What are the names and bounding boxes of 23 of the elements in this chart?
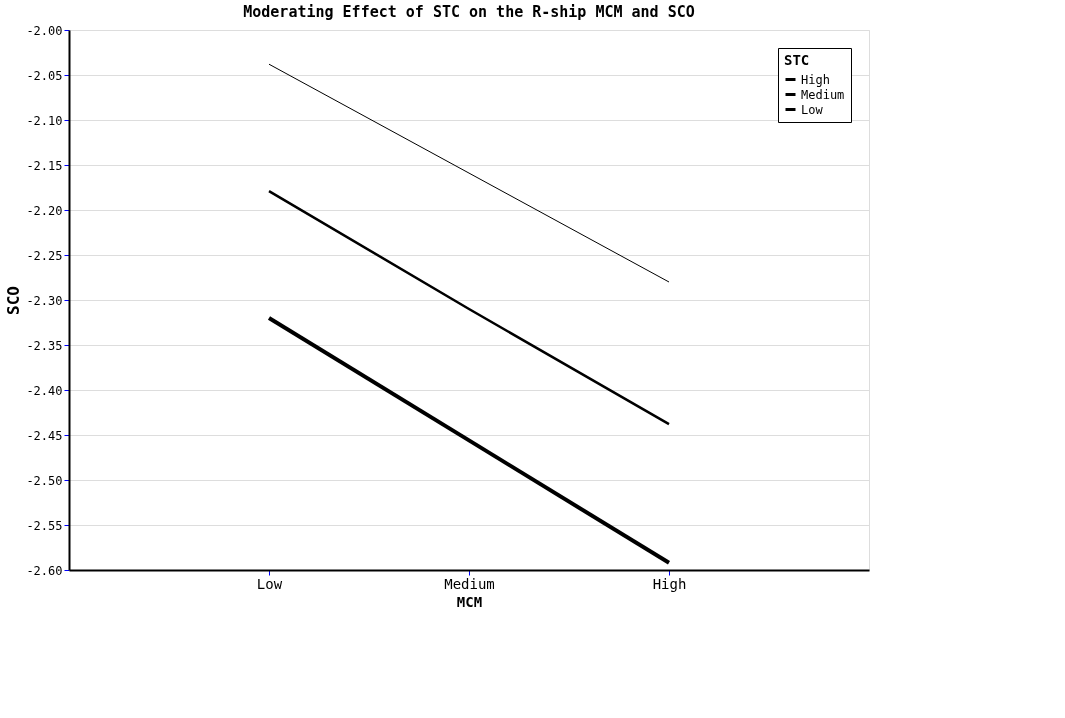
y-tick-label: -2.50 xyxy=(26,473,63,488)
chart-title: Moderating Effect of STC on the R-ship MCM and SCO xyxy=(243,3,695,21)
x-tick-label: Low xyxy=(256,575,283,592)
y-tick-label: -2.30 xyxy=(26,293,63,308)
y-tick-label: -2.00 xyxy=(26,23,63,38)
y-tick-label: -2.25 xyxy=(26,248,63,263)
y-tick-label: -2.40 xyxy=(26,383,63,398)
y-tick-label: -2.05 xyxy=(26,68,63,83)
x-tick-label: High xyxy=(652,575,687,592)
legend-label: Low xyxy=(801,102,824,117)
legend-title: STC xyxy=(784,52,810,68)
y-tick-label: -2.55 xyxy=(26,518,63,533)
y-tick-label: -2.45 xyxy=(26,428,63,443)
y-tick-label: -2.10 xyxy=(26,113,63,128)
y-axis-title: SCO xyxy=(4,286,24,315)
y-tick-label: -2.15 xyxy=(26,158,63,173)
y-tick-label: -2.20 xyxy=(26,203,63,218)
y-tick-label: -2.35 xyxy=(26,338,63,353)
legend-label: High xyxy=(801,72,830,87)
y-tick-label: -2.60 xyxy=(26,563,63,578)
x-tick-label: Medium xyxy=(444,575,495,592)
legend-label: Medium xyxy=(801,87,845,102)
x-axis-title: MCM xyxy=(456,593,483,610)
